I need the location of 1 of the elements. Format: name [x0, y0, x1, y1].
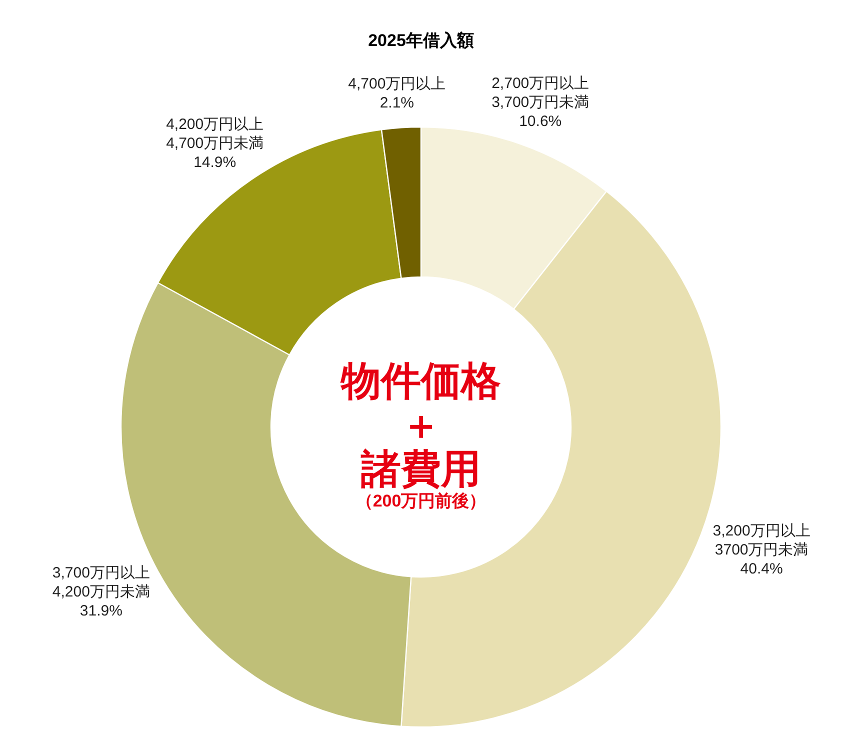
title: 2025年借入額 — [368, 31, 474, 50]
